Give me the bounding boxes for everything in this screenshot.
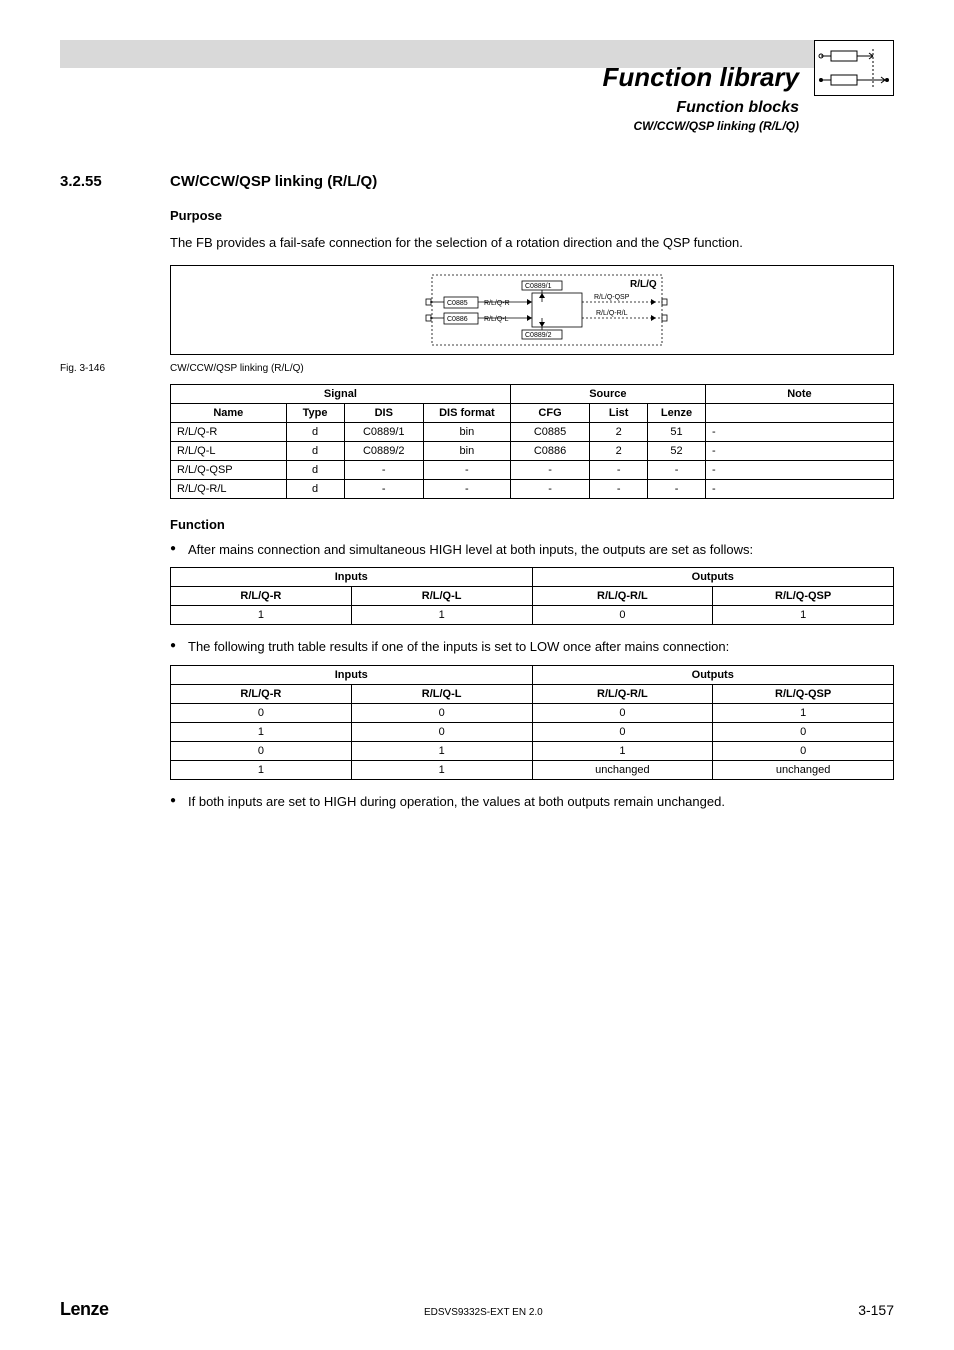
diagram-in-top-box: C0885 [447,300,468,307]
signal-group-note: Note [705,384,893,403]
block-diagram: R/L/Q C0885 C0886 R/L/Q-R R/L/Q-L C0889/… [170,265,894,355]
table-row: 1 0 0 0 [171,722,894,741]
truth2-group-inputs: Inputs [171,665,533,684]
diagram-in-top-sig: R/L/Q-R [484,300,510,307]
function-bullet-list-3: If both inputs are set to HIGH during op… [170,792,894,812]
col-lenze: Lenze [648,403,706,422]
purpose-text: The FB provides a fail-safe connection f… [170,233,894,253]
purpose-heading: Purpose [170,208,894,223]
page-header: Function library Function blocks CW/CCW/… [60,40,894,133]
col-list: List [590,403,648,422]
logo-diagram-icon [814,40,894,96]
table-row: 1 1 0 1 [171,606,894,625]
truth2-group-outputs: Outputs [532,665,894,684]
col-disformat: DIS format [424,403,511,422]
section-heading: 3.2.55 CW/CCW/QSP linking (R/L/Q) [60,173,894,190]
diagram-in-bot-box: C0886 [447,316,468,323]
function-heading: Function [170,517,894,532]
diagram-out-top: R/L/Q-QSP [594,294,630,301]
figure-caption: CW/CCW/QSP linking (R/L/Q) [170,363,304,374]
signal-group-source: Source [510,384,705,403]
table-row: R/L/Q-R/L d - - - - - - [171,479,894,498]
footer-code: EDSVS9332S-EXT EN 2.0 [424,1307,543,1318]
col-dis: DIS [344,403,424,422]
diagram-top-tag: C0889/1 [525,283,552,290]
col-type: Type [286,403,344,422]
truth-table-2: Inputs Outputs R/L/Q-R R/L/Q-L R/L/Q-R/L… [170,665,894,780]
section-number: 3.2.55 [60,173,170,190]
bullet-2: The following truth table results if one… [170,637,894,657]
truth1-group-inputs: Inputs [171,568,533,587]
table-row: 1 1 unchanged unchanged [171,760,894,779]
footer-page: 3-157 [858,1302,894,1318]
truth1-group-outputs: Outputs [532,568,894,587]
table-row: 0 1 1 0 [171,741,894,760]
col-name: Name [171,403,287,422]
page-footer: Lenze EDSVS9332S-EXT EN 2.0 3-157 [60,1299,894,1320]
header-sub1: Function blocks [60,99,799,117]
col-note-blank [705,403,893,422]
figure-caption-row: Fig. 3-146 CW/CCW/QSP linking (R/L/Q) [60,363,894,374]
footer-brand: Lenze [60,1299,109,1320]
table-row: R/L/Q-R d C0889/1 bin C0885 2 51 - [171,422,894,441]
col-cfg: CFG [510,403,590,422]
function-bullet-list-2: The following truth table results if one… [170,637,894,657]
section-title: CW/CCW/QSP linking (R/L/Q) [170,173,377,190]
diagram-block-title: R/L/Q [630,279,657,290]
signal-table: Signal Source Note Name Type DIS DIS for… [170,384,894,499]
figure-label: Fig. 3-146 [60,363,170,374]
diagram-out-bot: R/L/Q-R/L [596,310,628,317]
diagram-bot-tag: C0889/2 [525,332,552,339]
table-row: R/L/Q-QSP d - - - - - - [171,460,894,479]
header-sub2: CW/CCW/QSP linking (R/L/Q) [60,119,799,133]
table-row: 0 0 0 1 [171,703,894,722]
header-title: Function library [60,62,799,93]
bullet-1: After mains connection and simultaneous … [170,540,894,560]
header-text-block: Function library Function blocks CW/CCW/… [60,62,814,133]
bullet-3: If both inputs are set to HIGH during op… [170,792,894,812]
function-bullet-list: After mains connection and simultaneous … [170,540,894,560]
diagram-in-bot-sig: R/L/Q-L [484,316,509,323]
signal-group-signal: Signal [171,384,511,403]
truth-table-1: Inputs Outputs R/L/Q-R R/L/Q-L R/L/Q-R/L… [170,567,894,625]
table-row: R/L/Q-L d C0889/2 bin C0886 2 52 - [171,441,894,460]
